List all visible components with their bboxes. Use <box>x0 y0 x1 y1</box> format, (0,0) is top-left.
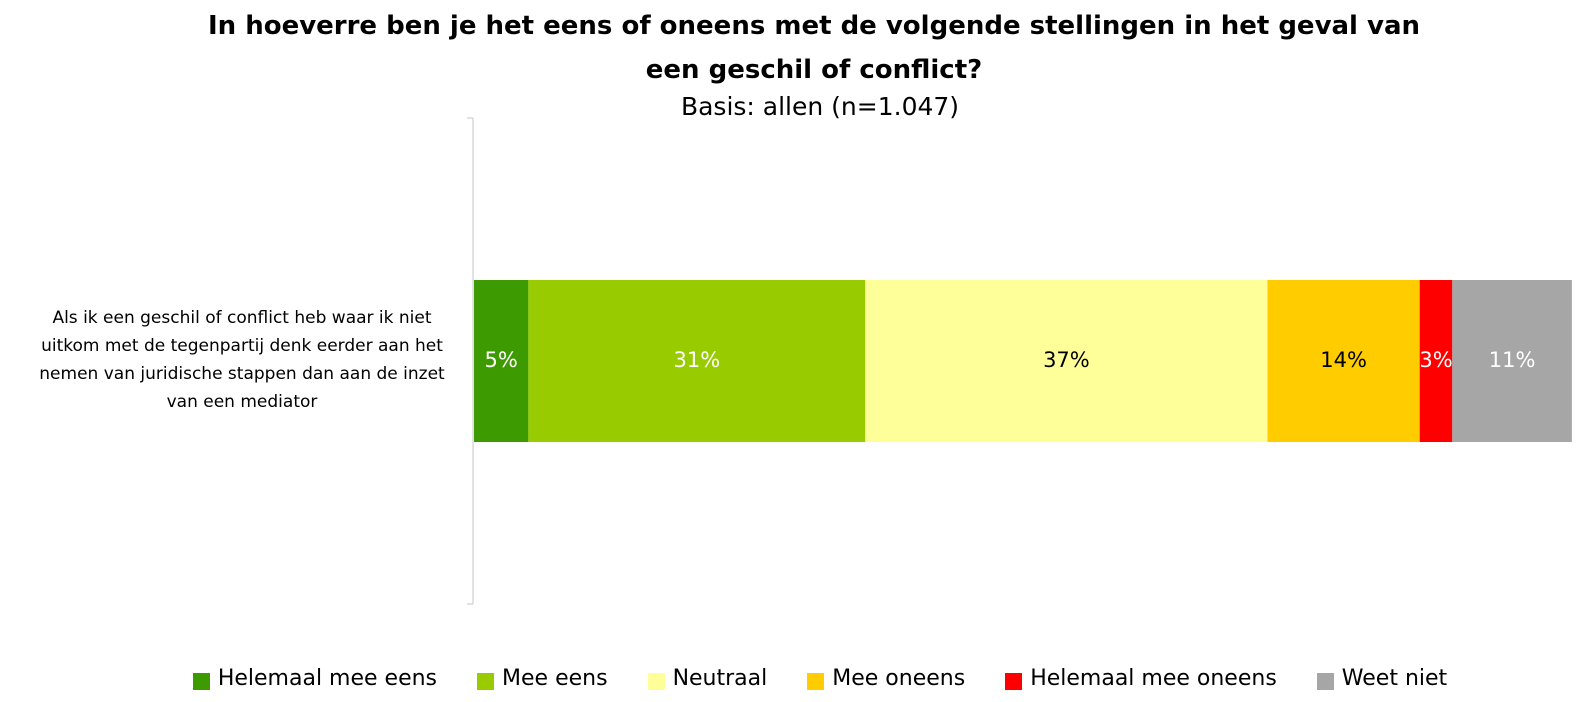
chart-subtitle: Basis: allen (n=1.047) <box>680 92 960 121</box>
bar-segment <box>1452 280 1572 442</box>
legend-swatch <box>477 673 495 690</box>
data-label: 5% <box>485 348 518 372</box>
legend-swatch <box>1005 673 1023 690</box>
legend-swatch <box>647 673 665 690</box>
data-label: 14% <box>1320 348 1367 372</box>
bar-segment <box>865 280 1268 442</box>
bar-segment <box>528 280 866 442</box>
legend-item: Weet niet <box>1316 666 1448 691</box>
data-label: 11% <box>1489 348 1536 372</box>
legend-label: Neutraal <box>672 666 768 691</box>
bar-segment <box>1267 280 1420 442</box>
category-label: Als ik een geschil of conflict heb waar … <box>39 308 445 412</box>
chart-title: In hoeverre ben je het eens of oneens me… <box>207 11 1421 85</box>
legend-swatch <box>807 673 825 690</box>
legend-swatch <box>192 673 210 690</box>
legend-label: Helemaal mee oneens <box>1030 666 1277 691</box>
legend-item: Mee eens <box>477 666 608 691</box>
legend-item: Helemaal mee eens <box>192 666 438 691</box>
data-label: 37% <box>1043 348 1090 372</box>
legend: Helemaal mee eens Mee eens Neutraal Mee one… <box>0 666 1588 691</box>
legend-label: Mee oneens <box>832 666 966 691</box>
chart: 5% 31% 37% 14% 3% 11% <box>467 117 1572 605</box>
data-label: 31% <box>673 348 720 372</box>
data-label: 3% <box>1419 348 1452 372</box>
bar-segment <box>1419 280 1453 442</box>
bar-segment <box>474 280 529 442</box>
legend-item: Neutraal <box>647 666 768 691</box>
legend-swatch <box>1316 673 1334 690</box>
legend-item: Mee oneens <box>807 666 965 691</box>
legend-label: Helemaal mee eens <box>217 666 438 691</box>
legend-item: Helemaal mee oneens <box>1005 666 1277 691</box>
legend-label: Weet niet <box>1341 666 1448 691</box>
legend-label: Mee eens <box>502 666 608 691</box>
